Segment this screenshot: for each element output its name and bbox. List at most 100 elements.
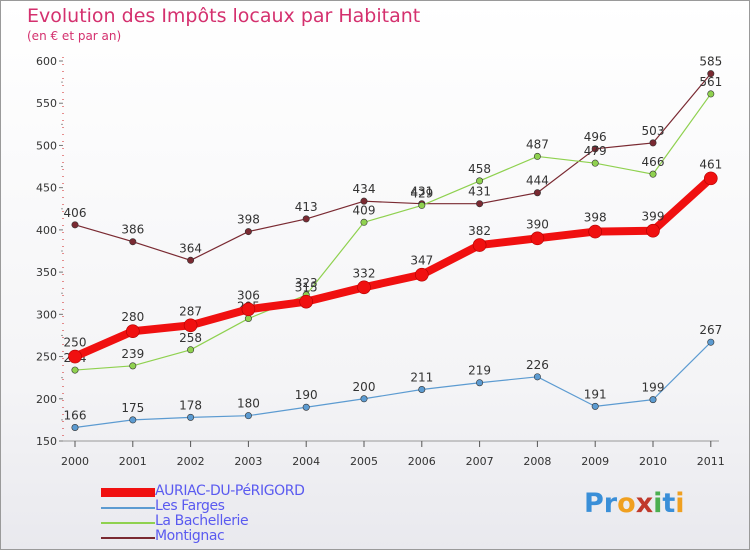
data-label-la-bachellerie: 479 xyxy=(584,144,607,158)
data-point-auriac-du-perigord xyxy=(472,238,487,252)
data-label-montignac: 406 xyxy=(64,206,87,220)
data-label-la-bachellerie: 239 xyxy=(121,347,144,361)
data-label-auriac-du-perigord: 382 xyxy=(468,224,491,238)
data-point-la-bachellerie xyxy=(533,152,541,160)
data-label-montignac: 503 xyxy=(642,124,665,138)
x-tick-label: 2001 xyxy=(119,455,147,468)
y-tick-label: 150 xyxy=(36,435,57,448)
data-label-auriac-du-perigord: 287 xyxy=(179,304,202,318)
y-tick-label: 300 xyxy=(36,308,57,321)
y-tick-label: 550 xyxy=(36,97,57,110)
y-tick-label: 250 xyxy=(36,351,57,364)
data-label-auriac-du-perigord: 332 xyxy=(353,266,376,280)
data-point-auriac-du-perigord xyxy=(183,318,198,333)
data-point-les-farges xyxy=(707,338,715,346)
series-line-la-bachellerie xyxy=(74,93,712,371)
data-label-les-farges: 178 xyxy=(179,398,202,412)
data-point-auriac-du-perigord xyxy=(530,231,545,246)
data-point-la-bachellerie xyxy=(244,315,252,323)
chart-title: Evolution des Impôts locaux par Habitant xyxy=(27,5,421,27)
y-tick-label: 400 xyxy=(36,224,57,237)
data-point-montignac xyxy=(707,70,715,78)
data-label-montignac: 434 xyxy=(353,182,376,196)
data-point-montignac xyxy=(476,200,484,208)
legend-label: La Bachellerie xyxy=(155,513,249,529)
data-point-les-farges xyxy=(591,402,599,410)
data-label-les-farges: 180 xyxy=(237,397,260,411)
legend-label: Les Farges xyxy=(155,498,225,514)
data-point-la-bachellerie xyxy=(71,366,79,374)
data-point-les-farges xyxy=(418,385,426,393)
data-label-auriac-du-perigord: 250 xyxy=(64,336,87,350)
data-label-montignac: 496 xyxy=(584,130,607,144)
data-point-montignac xyxy=(649,139,657,147)
data-point-les-farges xyxy=(476,379,484,387)
data-label-montignac: 386 xyxy=(121,223,144,237)
data-label-les-farges: 219 xyxy=(468,364,491,378)
data-point-la-bachellerie xyxy=(418,201,426,209)
data-label-montignac: 431 xyxy=(468,185,491,199)
logo-letter: r xyxy=(603,488,618,519)
data-label-auriac-du-perigord: 461 xyxy=(699,157,722,171)
data-label-montignac: 364 xyxy=(179,241,202,255)
legend-swatch xyxy=(101,507,155,509)
data-label-auriac-du-perigord: 398 xyxy=(584,211,607,225)
data-label-montignac: 413 xyxy=(295,200,318,214)
x-tick-label: 2007 xyxy=(466,455,494,468)
x-tick-label: 2010 xyxy=(639,455,667,468)
data-label-les-farges: 166 xyxy=(64,408,87,422)
data-point-les-farges xyxy=(360,395,368,403)
logo-letter: x xyxy=(635,488,654,519)
logo-letter: P xyxy=(584,488,604,519)
x-tick-label: 2006 xyxy=(408,455,436,468)
series-line-auriac-du-perigord xyxy=(71,174,715,361)
legend-label: AURIAC-DU-PéRIGORD xyxy=(155,483,305,499)
data-label-les-farges: 211 xyxy=(410,370,433,384)
data-point-montignac xyxy=(591,145,599,153)
data-label-les-farges: 200 xyxy=(353,380,376,394)
data-point-la-bachellerie xyxy=(187,346,195,354)
data-point-auriac-du-perigord xyxy=(588,224,603,239)
data-point-montignac xyxy=(187,256,195,264)
data-label-auriac-du-perigord: 306 xyxy=(237,288,260,302)
data-label-la-bachellerie: 429 xyxy=(410,186,433,200)
x-tick-label: 2000 xyxy=(61,455,89,468)
data-label-montignac: 398 xyxy=(237,213,260,227)
data-label-auriac-du-perigord: 399 xyxy=(642,210,665,224)
x-tick-label: 2002 xyxy=(177,455,205,468)
data-label-auriac-du-perigord: 315 xyxy=(295,281,318,295)
data-point-les-farges xyxy=(302,403,310,411)
data-point-auriac-du-perigord xyxy=(646,223,660,238)
x-tick-label: 2003 xyxy=(234,455,262,468)
data-label-montignac: 585 xyxy=(699,55,722,69)
data-label-la-bachellerie: 487 xyxy=(526,137,549,151)
data-label-la-bachellerie: 466 xyxy=(642,155,665,169)
data-label-les-farges: 191 xyxy=(584,387,607,401)
data-label-la-bachellerie: 323 xyxy=(295,276,318,290)
data-label-montignac: 444 xyxy=(526,174,549,188)
proxiti-logo: Proxiti xyxy=(584,488,685,519)
data-label-la-bachellerie: 258 xyxy=(179,331,202,345)
logo-letter: i xyxy=(675,488,685,519)
data-point-les-farges xyxy=(649,396,657,404)
legend-swatch xyxy=(101,537,155,539)
data-label-les-farges: 267 xyxy=(699,323,722,337)
data-label-auriac-du-perigord: 390 xyxy=(526,217,549,231)
logo-letter: t xyxy=(662,488,676,519)
data-point-les-farges xyxy=(71,423,79,431)
data-point-la-bachellerie xyxy=(476,177,484,185)
data-point-montignac xyxy=(360,197,368,205)
data-point-les-farges xyxy=(129,416,137,424)
data-point-la-bachellerie xyxy=(591,159,599,167)
logo-letter: o xyxy=(617,488,636,519)
data-label-les-farges: 226 xyxy=(526,358,549,372)
data-point-montignac xyxy=(129,238,137,246)
data-point-les-farges xyxy=(533,373,541,381)
chart-subtitle: (en € et par an) xyxy=(27,29,122,43)
data-point-montignac xyxy=(71,221,79,229)
data-point-auriac-du-perigord xyxy=(703,171,718,186)
data-point-montignac xyxy=(302,215,310,223)
series-line-montignac xyxy=(74,73,712,261)
data-label-auriac-du-perigord: 347 xyxy=(410,254,433,268)
